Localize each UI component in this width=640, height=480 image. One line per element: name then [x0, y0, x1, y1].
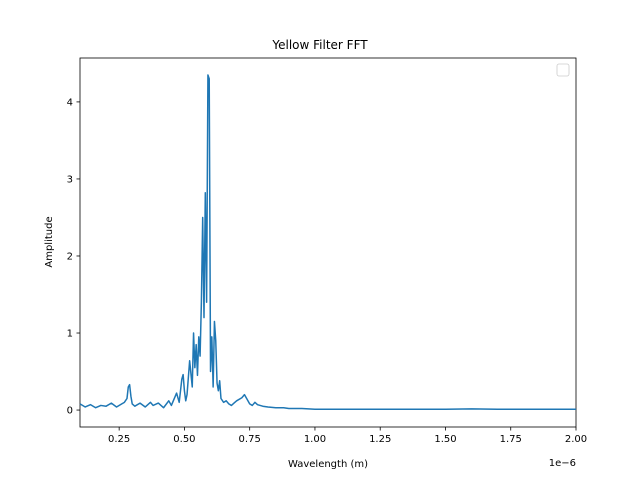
chart-title: Yellow Filter FFT	[271, 38, 368, 52]
plot-frame	[79, 57, 577, 428]
y-axis-ticks: 0 1 2 3 4	[67, 97, 80, 417]
x-tick-label: 1.50	[434, 434, 456, 445]
y-tick-label: 0	[67, 406, 73, 417]
x-axis-ticks: 0.25 0.50 0.75 1.00 1.25 1.50 1.75 2.00	[108, 427, 587, 445]
x-axis-offset-text: 1e−6	[549, 458, 576, 469]
x-tick-label: 1.00	[304, 434, 326, 445]
x-tick-label: 0.75	[239, 434, 261, 445]
y-axis-label: Amplitude	[44, 216, 55, 267]
legend-box	[556, 63, 570, 77]
x-tick-label: 0.25	[108, 434, 130, 445]
y-tick-label: 1	[67, 329, 73, 340]
x-tick-label: 2.00	[565, 434, 587, 445]
x-tick-label: 1.25	[369, 434, 391, 445]
x-axis-label: Wavelength (m)	[288, 459, 368, 470]
y-tick-label: 3	[67, 174, 73, 185]
y-tick-label: 4	[67, 97, 73, 108]
x-tick-label: 1.75	[500, 434, 522, 445]
x-tick-label: 0.50	[173, 434, 195, 445]
line-layer	[79, 74, 576, 411]
series-line-0	[79, 74, 576, 411]
y-tick-label: 2	[67, 251, 73, 262]
